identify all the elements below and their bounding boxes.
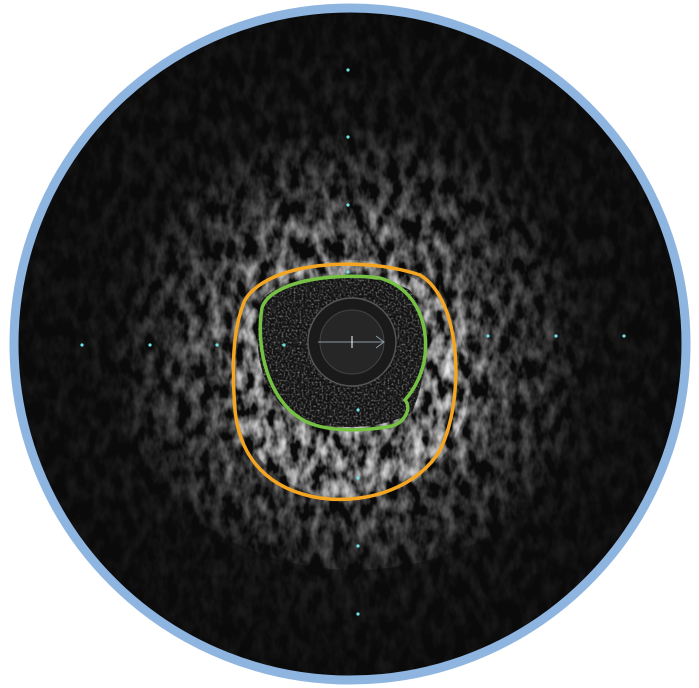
vessel-contour <box>231 262 458 502</box>
calibration-dot <box>554 334 558 338</box>
catheter-arrowhead <box>375 335 385 349</box>
calibration-dot <box>622 334 626 338</box>
calibration-dot <box>346 135 350 139</box>
calibration-dot <box>148 343 152 347</box>
calibration-dot <box>486 334 490 338</box>
calibration-dot <box>356 408 360 412</box>
calibration-dot <box>356 544 360 548</box>
calibration-dot <box>215 343 219 347</box>
calibration-dot <box>80 343 84 347</box>
calibration-dots <box>80 68 626 616</box>
calibration-dot <box>282 343 286 347</box>
lumen-contour <box>258 274 428 432</box>
calibration-dot <box>346 270 350 274</box>
calibration-dot <box>346 203 350 207</box>
calibration-dot <box>346 68 350 72</box>
calibration-dot <box>356 476 360 480</box>
calibration-dot <box>356 612 360 616</box>
